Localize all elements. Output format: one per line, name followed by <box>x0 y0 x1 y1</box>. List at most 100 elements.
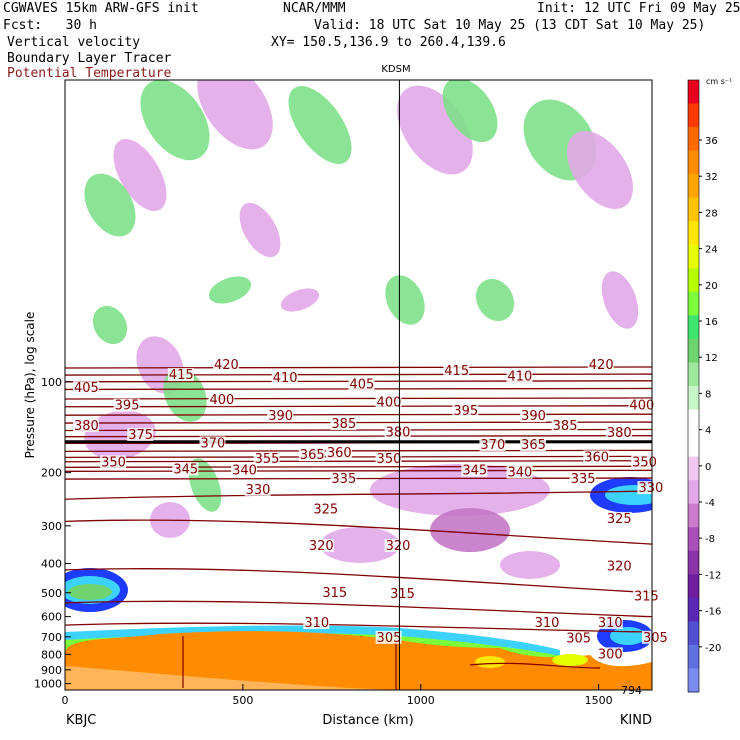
velocity-cell <box>239 202 281 258</box>
theta-330 <box>65 490 652 500</box>
tracer-maximum-right <box>552 654 588 666</box>
colorbar-label: -8 <box>705 534 715 545</box>
velocity-cell <box>430 508 510 552</box>
colorbar-swatch <box>688 503 699 528</box>
corner-value: 794 <box>621 684 642 697</box>
velocity-cell <box>140 80 210 161</box>
colorbar-label: 8 <box>705 389 711 400</box>
velocity-cell <box>320 527 400 563</box>
theta-label-bg <box>596 616 623 630</box>
theta-label-bg <box>271 370 298 384</box>
theta-label: 315 <box>634 590 659 605</box>
theta-label: 335 <box>331 472 356 487</box>
y-tick-label: 100 <box>41 376 62 389</box>
theta-label-bg <box>384 539 411 553</box>
colorbar-swatch <box>688 668 699 693</box>
velocity-cell <box>113 138 167 212</box>
theta-415 <box>65 373 652 376</box>
field-boundary-layer-tracer: Boundary Layer Tracer <box>7 51 172 66</box>
x-tick-label: 1500 <box>585 694 613 707</box>
theta-label-bg <box>565 631 592 645</box>
theta-label-bg <box>113 398 140 412</box>
theta-label-bg <box>253 451 280 465</box>
terrain-fill <box>65 631 652 690</box>
colorbar-label: 16 <box>705 317 718 328</box>
theta-label-bg <box>605 426 632 440</box>
colorbar-label: 36 <box>705 136 718 147</box>
kdsm-label: KDSM <box>381 64 410 75</box>
shading-layer <box>65 80 652 690</box>
theta-label: 410 <box>273 371 298 386</box>
x-axis-label: Distance (km) <box>322 713 413 728</box>
theta-label: 350 <box>632 455 657 470</box>
theta-label-bg <box>167 368 194 382</box>
theta-label-bg <box>208 393 235 407</box>
theta-label: 385 <box>331 417 356 432</box>
theta-label-bg <box>231 463 258 477</box>
colorbar-unit: cm s⁻¹ <box>706 77 732 86</box>
colorbar-frame <box>687 79 700 693</box>
plot-frame <box>64 79 653 691</box>
theta-label: 390 <box>268 409 293 424</box>
theta-label: 395 <box>453 404 478 419</box>
theta-label: 375 <box>128 428 153 443</box>
forecast-hour: Fcst: 30 h <box>3 18 97 33</box>
theta-360 <box>65 449 652 453</box>
colorbar-swatch <box>688 456 699 481</box>
theta-label: 345 <box>173 462 198 477</box>
theta-300-terrain <box>182 636 601 690</box>
colorbar-label: 12 <box>705 353 718 364</box>
theta-label: 315 <box>390 587 415 602</box>
theta-390 <box>65 413 652 416</box>
theta-label: 365 <box>300 448 325 463</box>
velocity-cell <box>385 275 425 325</box>
theta-label-bg <box>127 427 154 441</box>
velocity-cell <box>475 278 515 322</box>
theta-label-bg <box>587 358 614 372</box>
colorbar-label: 0 <box>705 462 711 473</box>
theta-label-bg <box>461 463 488 477</box>
theta-395 <box>65 405 652 408</box>
theta-label-bg <box>100 455 127 469</box>
colorbar-swatch <box>688 362 699 387</box>
theta-label: 395 <box>115 399 140 414</box>
theta-420 <box>65 366 652 369</box>
theta-label-bg <box>199 436 226 450</box>
colorbar-swatch <box>688 174 699 199</box>
theta-label: 360 <box>584 450 609 465</box>
theta-label-bg <box>452 404 479 418</box>
y-tick-label: 200 <box>41 467 62 480</box>
theta-label: 320 <box>607 560 632 575</box>
theta-label-bg <box>628 398 655 412</box>
left-station-label: KBJC <box>66 713 96 728</box>
theta-310 <box>65 622 652 633</box>
theta-label-bg <box>298 448 325 462</box>
theta-345 <box>65 465 652 468</box>
velocity-cell <box>566 130 634 210</box>
theta-label: 385 <box>553 419 578 434</box>
theta-label: 305 <box>643 631 668 646</box>
colorbar-swatch <box>688 597 699 622</box>
theta-label: 330 <box>246 483 271 498</box>
theta-label-bg <box>384 425 411 439</box>
theta-label: 320 <box>309 539 334 554</box>
theta-label-bg <box>506 369 533 383</box>
theta-label-bg <box>325 445 352 459</box>
y-axis-label: Pressure (hPa), log scale <box>23 312 37 459</box>
theta-label: 400 <box>209 393 234 408</box>
velocity-cell <box>288 86 352 164</box>
theta-label: 400 <box>629 399 654 414</box>
colorbar-swatch <box>688 150 699 175</box>
theta-label-bg <box>520 438 547 452</box>
theta-label: 370 <box>480 438 505 453</box>
theta-label-bg <box>348 377 375 391</box>
theta-label-bg <box>583 450 610 464</box>
theta-label: 310 <box>598 616 623 631</box>
theta-label: 365 <box>521 438 546 453</box>
theta-400 <box>65 397 652 400</box>
theta-label-bg <box>506 465 533 479</box>
theta-label-bg <box>569 472 596 486</box>
colorbar-swatch <box>688 621 699 646</box>
colorbar-label: -4 <box>705 498 715 509</box>
velocity-cell <box>92 305 128 345</box>
